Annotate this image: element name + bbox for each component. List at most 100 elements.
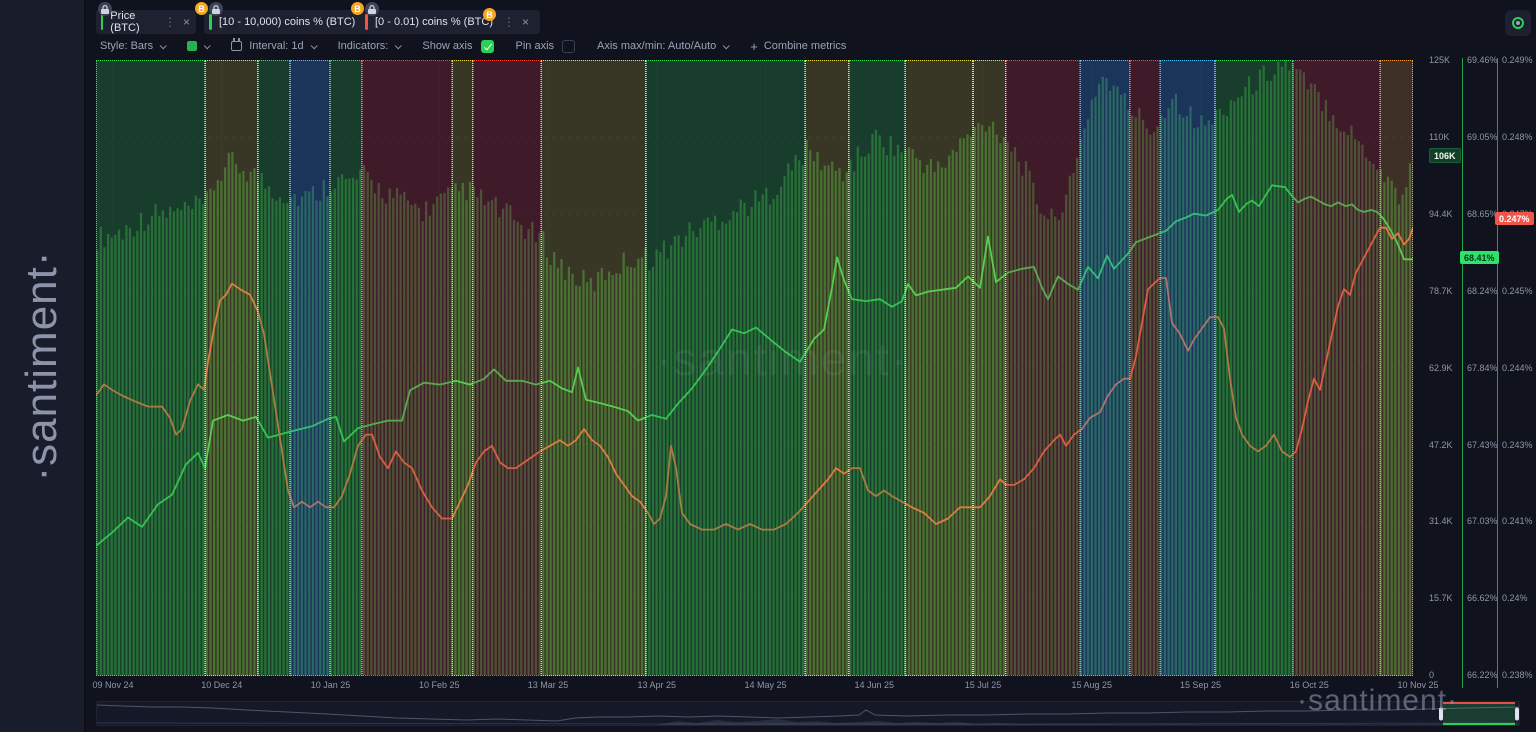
- indicators-dropdown[interactable]: Indicators:: [337, 40, 403, 52]
- axis-tick-label: 66.22%: [1467, 670, 1498, 681]
- x-axis-tick-label: 15 Sep 25: [1179, 680, 1222, 690]
- brush-selection[interactable]: [1439, 702, 1519, 725]
- red-axis-line: [1497, 58, 1498, 688]
- green-percent-axis[interactable]: 69.46% 69.05% 68.65% 68.24% 67.84% 67.43% 67.0…: [1467, 55, 1498, 682]
- tab-label: [10 - 10,000) coins % (BTC): [219, 16, 356, 28]
- chevron-down-icon: [310, 41, 318, 49]
- brush-handle-left[interactable]: [1439, 707, 1443, 720]
- kebab-icon[interactable]: ⋮: [163, 15, 176, 29]
- axis-tick-label: 125K: [1429, 55, 1451, 65]
- axis-tick-label: 67.03%: [1467, 516, 1498, 527]
- axis-tick-label: 0.241%: [1502, 516, 1533, 527]
- axis-tick-label: 15.7K: [1429, 593, 1453, 604]
- axis-tick-label: 47.2K: [1429, 439, 1453, 450]
- pin-axis-toggle[interactable]: Pin axis: [515, 39, 576, 53]
- axis-tick-label: 0.238%: [1502, 670, 1533, 681]
- close-icon[interactable]: ×: [521, 15, 529, 29]
- x-axis-tick-label: 14 Jun 25: [854, 680, 895, 690]
- x-axis-tick-label: 13 Mar 25: [527, 680, 569, 690]
- axis-tick-label: 66.62%: [1467, 593, 1498, 604]
- timeline-brush[interactable]: [96, 701, 1522, 726]
- interval-label: Interval: 1d: [249, 40, 304, 52]
- chart-canvas: [96, 60, 1413, 676]
- chevron-down-icon: [722, 41, 730, 49]
- b-badge-icon: B: [195, 2, 208, 15]
- axis-tick-label: 68.24%: [1467, 285, 1498, 296]
- tab-label: Price (BTC): [110, 10, 140, 34]
- close-icon[interactable]: ×: [182, 15, 190, 29]
- color-picker-dropdown[interactable]: [187, 41, 211, 51]
- x-axis-tick-label: 10 Feb 25: [418, 680, 460, 690]
- axis-tick-label: 0.248%: [1502, 131, 1533, 142]
- axis-tick-label: 94.4K: [1429, 208, 1453, 219]
- sidebar: ·santiment·: [0, 0, 85, 732]
- axis-maxmin-label: Axis max/min: Auto/Auto: [597, 40, 717, 52]
- chevron-down-icon: [159, 41, 167, 49]
- axis-tick-label: 68.65%: [1467, 208, 1498, 219]
- style-label: Style: Bars: [100, 40, 154, 52]
- x-axis-tick-label: 10 Dec 24: [201, 680, 243, 690]
- tab-label: [0 - 0.01) coins % (BTC): [375, 16, 493, 28]
- combine-metrics-label: Combine metrics: [763, 40, 847, 52]
- price-axis[interactable]: 125K 110K 94.4K 78.7K 62.9K 47.2K 31.4K 15.7K 0: [1429, 55, 1461, 682]
- axis-tick-label: 110K: [1429, 131, 1450, 142]
- axis-tick-label: 0.249%: [1502, 55, 1533, 65]
- axis-tick-label: 69.46%: [1467, 55, 1498, 65]
- current-green-value-badge: 68.41%: [1460, 251, 1499, 264]
- interval-dropdown[interactable]: Interval: 1d: [231, 38, 318, 52]
- lock-icon: [365, 2, 379, 16]
- b-badge-icon: B: [351, 2, 364, 15]
- axis-maxmin-dropdown[interactable]: Axis max/min: Auto/Auto: [597, 40, 730, 52]
- color-swatch: [187, 41, 198, 51]
- pin-axis-label: Pin axis: [515, 40, 555, 52]
- show-axis-checkbox[interactable]: [480, 39, 494, 53]
- chart-toolbar: Style: Bars Interval: 1d Indicators: Sho…: [100, 37, 868, 55]
- axis-tick-label: 31.4K: [1429, 516, 1453, 527]
- x-axis-tick-label: 13 Apr 25: [637, 680, 677, 690]
- pin-axis-checkbox[interactable]: [562, 39, 576, 53]
- brush-handle-right[interactable]: [1515, 707, 1519, 720]
- metric-color-indicator: [365, 14, 368, 30]
- x-axis-tick-label: 14 May 25: [744, 680, 787, 690]
- axis-tick-label: 0.244%: [1502, 362, 1533, 373]
- axis-tick-label: 78.7K: [1429, 285, 1453, 296]
- green-axis-line: [1462, 58, 1463, 688]
- axis-tick-label: 69.05%: [1467, 131, 1498, 142]
- tab-0-001-coins[interactable]: B [0 - 0.01) coins % (BTC) ⋮ ×: [351, 2, 540, 34]
- kebab-icon[interactable]: ⋮: [502, 15, 515, 29]
- chart-settings-button[interactable]: [1505, 10, 1531, 36]
- axis-tick-label: 62.9K: [1429, 362, 1453, 373]
- x-axis-tick-label: 16 Oct 25: [1289, 680, 1329, 690]
- metric-color-indicator: [101, 14, 104, 30]
- current-red-value-badge: 0.247%: [1495, 212, 1534, 225]
- x-axis-tick-label: 15 Jul 25: [964, 680, 1002, 690]
- chevron-down-icon: [395, 41, 403, 49]
- tab-price-btc[interactable]: Price (BTC) ⋮ ×: [96, 2, 196, 34]
- x-axis-tick-label: 15 Aug 25: [1071, 680, 1113, 690]
- show-axis-label: Show axis: [422, 40, 473, 52]
- brush-sparkline: [96, 704, 1522, 725]
- santiment-logo: ·santiment·: [17, 250, 66, 482]
- axis-tick-label: 0: [1429, 670, 1435, 681]
- metric-color-indicator: [209, 14, 212, 30]
- target-icon: [1512, 17, 1524, 29]
- plus-icon: +: [750, 38, 758, 54]
- chevron-down-icon: [203, 41, 211, 49]
- red-percent-axis[interactable]: 0.249%0.248%0.247%0.245%0.244%0.243%0.24…: [1502, 55, 1534, 682]
- main-chart[interactable]: ·santiment·: [96, 60, 1413, 676]
- show-axis-toggle[interactable]: Show axis: [422, 39, 494, 53]
- b-badge-icon[interactable]: B: [483, 8, 496, 21]
- axis-tick-label: 67.43%: [1467, 439, 1498, 450]
- indicators-label: Indicators:: [337, 40, 389, 52]
- style-dropdown[interactable]: Style: Bars: [100, 40, 167, 52]
- calendar-icon: [231, 38, 243, 51]
- current-price-badge: 106K: [1429, 148, 1461, 163]
- lock-icon: [98, 2, 112, 16]
- axis-tick-label: 0.243%: [1502, 439, 1533, 450]
- x-axis-tick-label: 09 Nov 24: [92, 680, 134, 690]
- combine-metrics-button[interactable]: + Combine metrics: [750, 39, 846, 54]
- axis-tick-label: 67.84%: [1467, 362, 1498, 373]
- x-axis-tick-label: 10 Jan 25: [310, 680, 351, 690]
- axis-tick-label: 0.24%: [1502, 593, 1528, 604]
- x-axis-tick-label: 10 Nov 25: [1397, 680, 1439, 690]
